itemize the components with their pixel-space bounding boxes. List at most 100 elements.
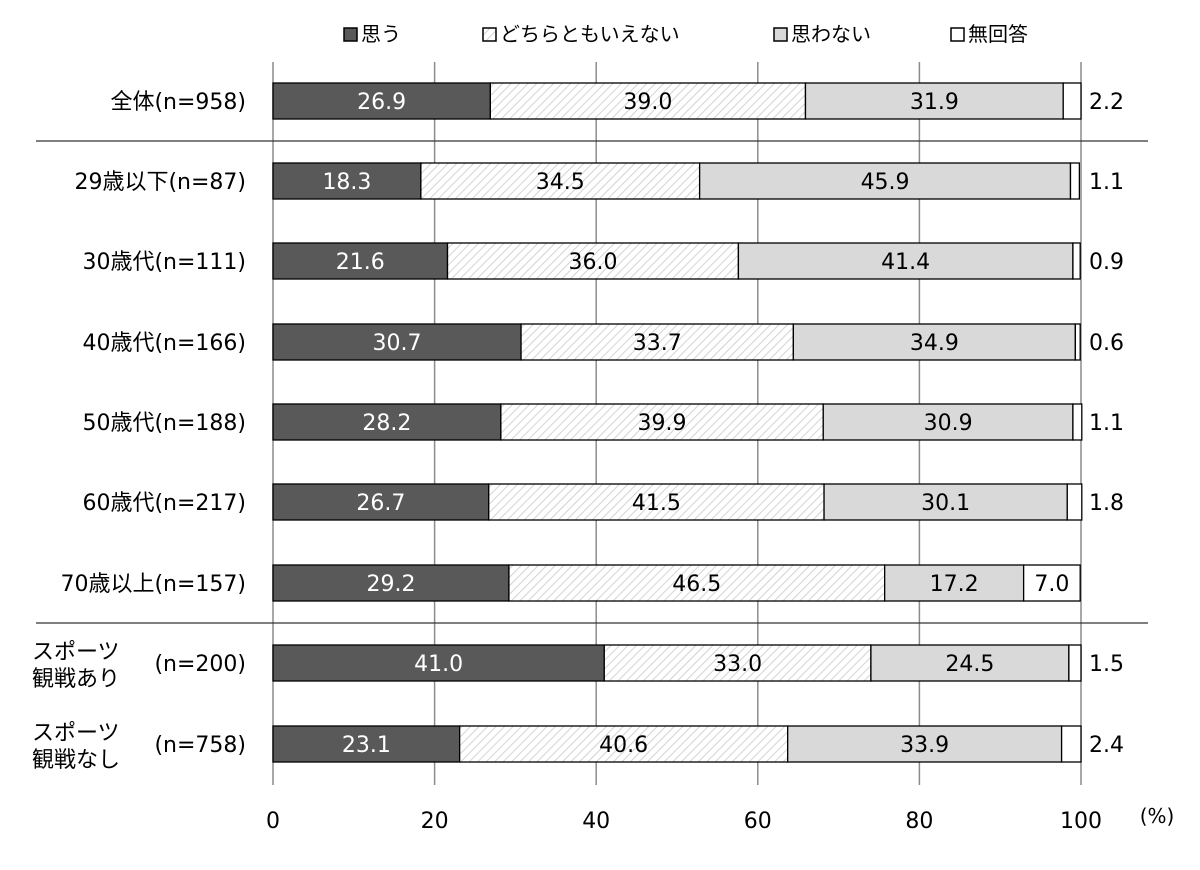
data-label: 41.4 xyxy=(881,250,930,275)
data-label: 41.5 xyxy=(632,491,681,516)
chart-bars: 26.9 39.0 31.9 2.2 18.3 34.5 45.9 1.1 21.6 36.0 41… xyxy=(272,82,1124,763)
x-axis: 0 20 40 60 80 100 (%) xyxy=(266,804,1174,834)
data-label: 30.7 xyxy=(373,331,422,356)
bar-segment xyxy=(508,564,886,602)
bar-segment xyxy=(1072,403,1083,441)
bar-segment xyxy=(698,162,1072,200)
bar-segment xyxy=(1060,725,1082,763)
bar-row: 21.6 36.0 41.4 0.9 xyxy=(272,242,1124,280)
legend-swatch xyxy=(950,27,965,42)
category-label: (n=758) xyxy=(154,733,246,758)
category-label: (n=200) xyxy=(154,652,246,677)
category-label: 50歳代(n=188) xyxy=(82,411,246,436)
category-label: 29歳以下(n=87) xyxy=(74,170,246,195)
category-labels: 全体(n=958) 29歳以下(n=87) 30歳代(n=111) 40歳代(n=16… xyxy=(32,90,246,773)
data-label: 21.6 xyxy=(336,250,385,275)
group-separators xyxy=(36,140,1148,624)
bar-row: 30.7 33.7 34.9 0.6 xyxy=(272,323,1124,361)
bar-segment xyxy=(823,483,1068,521)
data-label: 29.2 xyxy=(366,572,415,597)
bar-row: 26.7 41.5 30.1 1.8 xyxy=(272,483,1124,521)
bar-segment xyxy=(500,403,824,441)
bar-segment xyxy=(1069,162,1081,200)
category-label: スポーツ xyxy=(32,721,120,746)
data-label: 23.1 xyxy=(342,733,391,758)
category-label: 30歳代(n=111) xyxy=(82,250,246,275)
data-label: 30.1 xyxy=(921,491,970,516)
bar-segment xyxy=(489,82,807,120)
data-label: 24.5 xyxy=(945,652,994,677)
data-label: 39.9 xyxy=(638,411,687,436)
bar-segment xyxy=(272,483,490,521)
data-label: 28.2 xyxy=(362,411,411,436)
category-label: 60歳代(n=217) xyxy=(82,491,246,516)
x-tick-label: 100 xyxy=(1060,809,1102,834)
data-label: 1.1 xyxy=(1089,411,1124,436)
data-label: 17.2 xyxy=(930,572,979,597)
bar-segment xyxy=(1066,483,1083,521)
x-unit-label: (%) xyxy=(1140,804,1175,828)
data-label: 33.7 xyxy=(633,331,682,356)
bar-segment xyxy=(458,725,789,763)
bar-row: 29.2 46.5 17.2 7.0 xyxy=(272,564,1081,602)
data-label: 34.9 xyxy=(910,331,959,356)
legend-label: 思う xyxy=(361,22,401,46)
chart-legend: 思う どちらともいえない 思わない 無回答 xyxy=(343,22,1028,46)
data-label: 33.0 xyxy=(713,652,762,677)
category-label: スポーツ xyxy=(32,640,120,665)
category-label: 全体(n=958) xyxy=(110,90,246,115)
data-label: 0.6 xyxy=(1089,331,1124,356)
data-label: 39.0 xyxy=(623,90,672,115)
data-label: 1.5 xyxy=(1089,652,1124,677)
data-label: 26.9 xyxy=(357,90,406,115)
bar-segment xyxy=(1062,82,1082,120)
bar-segment xyxy=(520,323,795,361)
data-label: 46.5 xyxy=(672,572,721,597)
data-label: 7.0 xyxy=(1034,572,1069,597)
bar-row: 41.0 33.0 24.5 1.5 xyxy=(272,644,1124,682)
x-tick-label: 80 xyxy=(905,809,933,834)
data-label: 31.9 xyxy=(910,90,959,115)
data-label: 1.1 xyxy=(1089,170,1124,195)
data-label: 2.2 xyxy=(1089,90,1124,115)
data-label: 45.9 xyxy=(861,170,910,195)
bar-segment xyxy=(822,403,1074,441)
x-tick-label: 0 xyxy=(266,809,280,834)
bar-segment xyxy=(603,644,872,682)
x-tick-label: 60 xyxy=(744,809,772,834)
bar-segment xyxy=(870,644,1070,682)
bar-row: 26.9 39.0 31.9 2.2 xyxy=(272,82,1124,120)
bar-segment xyxy=(272,564,510,602)
bar-segment xyxy=(272,403,502,441)
bar-segment xyxy=(272,644,605,682)
bar-segment xyxy=(787,725,1063,763)
data-label: 36.0 xyxy=(568,250,617,275)
data-label: 33.9 xyxy=(900,733,949,758)
category-label: 観戦あり xyxy=(32,667,120,692)
data-label: 34.5 xyxy=(536,170,585,195)
x-tick-label: 20 xyxy=(421,809,449,834)
category-label: 70歳以上(n=157) xyxy=(60,572,246,597)
data-label: 30.9 xyxy=(924,411,973,436)
legend-label: どちらともいえない xyxy=(500,22,680,46)
data-label: 0.9 xyxy=(1089,250,1124,275)
bar-segment xyxy=(272,82,492,120)
legend-label: 思わない xyxy=(791,22,871,46)
bar-segment xyxy=(792,323,1076,361)
data-label: 18.3 xyxy=(322,170,371,195)
x-tick-label: 40 xyxy=(582,809,610,834)
bar-segment xyxy=(1022,564,1081,602)
bar-segment xyxy=(488,483,825,521)
legend-swatch xyxy=(482,27,497,42)
category-label: 40歳代(n=166) xyxy=(82,331,246,356)
bar-segment xyxy=(272,725,461,763)
legend-swatch xyxy=(773,27,788,42)
data-label: 2.4 xyxy=(1089,733,1124,758)
bar-row: 23.1 40.6 33.9 2.4 xyxy=(272,725,1124,763)
data-label: 40.6 xyxy=(599,733,648,758)
bar-segment xyxy=(446,242,740,280)
legend-label: 無回答 xyxy=(968,22,1028,46)
bar-segment xyxy=(1072,242,1081,280)
bar-segment xyxy=(272,242,449,280)
